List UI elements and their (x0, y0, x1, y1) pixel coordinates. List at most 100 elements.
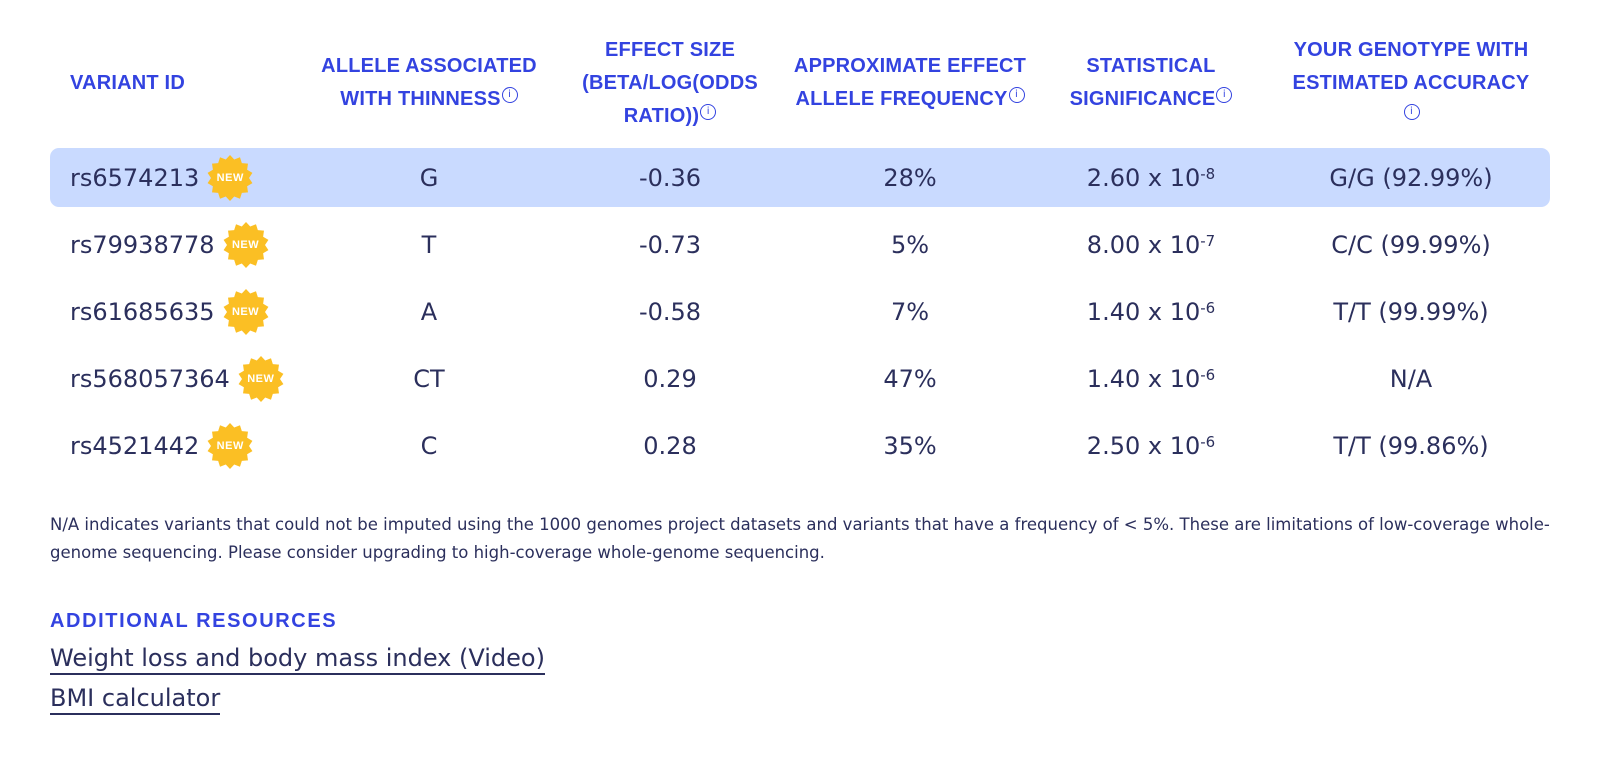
cell-effect-size: 0.28 (550, 416, 790, 475)
cell-value: -0.58 (638, 297, 702, 326)
cell-effect-size: -0.58 (550, 282, 790, 341)
significance-base: 1.40 x 10 (1086, 364, 1201, 393)
column-header-text: EFFECT SIZE (605, 38, 735, 61)
cell-value: CT (413, 364, 445, 393)
cell-allele: G (308, 148, 550, 207)
column-header-allele: ALLELE ASSOCIATED WITH THINNESS (308, 28, 550, 138)
cell-value: C/C (99.99%) (1331, 230, 1491, 259)
table-row: rs568057364 NEW CT 0.29 47% 1.40 x 10 -6 N/A (50, 349, 1550, 408)
column-header-text: ALLELE ASSOCIATED (321, 55, 537, 77)
table-row: rs4521442 NEW C 0.28 35% 2.50 x 10 -6 T/T (99.8… (50, 416, 1550, 475)
significance-exponent: -6 (1200, 365, 1216, 384)
cell-genotype: C/C (99.99%) (1272, 215, 1550, 274)
cell-significance: 1.40 x 10 -6 (1030, 282, 1272, 341)
cell-allele: A (308, 282, 550, 341)
info-icon[interactable] (1008, 87, 1025, 104)
cell-value: 28% (883, 163, 937, 192)
cell-effect-frequency: 5% (790, 215, 1030, 274)
new-badge-icon: NEW (238, 355, 284, 402)
cell-value: 7% (890, 297, 930, 326)
cell-value: A (420, 297, 438, 326)
table-header: VARIANT ID ALLELE ASSOCIATED WITH THINNESS… (50, 28, 1550, 138)
resources-title: ADDITIONAL RESOURCES (50, 610, 338, 632)
significance-base: 1.40 x 10 (1086, 297, 1201, 326)
column-header-text: SIGNIFICANCE (1069, 88, 1216, 110)
cell-value: 5% (890, 230, 930, 259)
new-badge-icon: NEW (207, 422, 253, 469)
table-row: rs61685635 NEW A -0.58 7% 1.40 x 10 -6 T/T (99.… (50, 282, 1550, 341)
cell-value: C (420, 431, 438, 460)
significance-base: 2.60 x 10 (1086, 163, 1201, 192)
cell-allele: CT (308, 349, 550, 408)
footnote: N/A indicates variants that could not be… (50, 515, 1550, 562)
cell-value: T/T (99.99%) (1333, 297, 1489, 326)
cell-variant-id: rs79938778 NEW (50, 215, 328, 274)
resource-link-video[interactable]: Weight loss and body mass index (Video) (50, 644, 545, 675)
significance-exponent: -6 (1200, 298, 1216, 317)
cell-variant-id: rs61685635 NEW (50, 282, 328, 341)
resource-link-bmi-calculator[interactable]: BMI calculator (50, 684, 221, 715)
cell-effect-frequency: 7% (790, 282, 1030, 341)
cell-genotype: T/T (99.99%) (1272, 282, 1550, 341)
new-badge-label: NEW (247, 372, 275, 385)
cell-allele: C (308, 416, 550, 475)
cell-effect-size: -0.36 (550, 148, 790, 207)
cell-value: 47% (883, 364, 937, 393)
new-badge-icon: NEW (223, 288, 269, 335)
cell-significance: 1.40 x 10 -6 (1030, 349, 1272, 408)
cell-variant-id: rs6574213 NEW (50, 148, 328, 207)
info-icon[interactable] (501, 87, 518, 104)
column-header-genotype: YOUR GENOTYPE WITH ESTIMATED ACCURACY (1272, 28, 1550, 138)
column-header-text: (BETA/LOG(ODDS (582, 71, 758, 94)
column-header-text: VARIANT ID (70, 71, 185, 94)
variant-id-text: rs4521442 (70, 431, 200, 460)
cell-significance: 8.00 x 10 -7 (1030, 215, 1272, 274)
column-header-text: STATISTICAL (1086, 55, 1216, 77)
cell-variant-id: rs568057364 NEW (50, 349, 328, 408)
cell-value: T (421, 230, 437, 259)
significance-exponent: -7 (1200, 231, 1216, 250)
cell-allele: T (308, 215, 550, 274)
significance-exponent: -8 (1200, 164, 1216, 183)
info-icon[interactable] (700, 103, 717, 120)
column-header-text: WITH THINNESS (340, 88, 501, 110)
cell-value: 0.28 (643, 431, 697, 460)
cell-value: 0.29 (643, 364, 697, 393)
column-header-effect-frequency: APPROXIMATE EFFECT ALLELE FREQUENCY (790, 28, 1030, 138)
variant-id-text: rs568057364 (70, 364, 230, 393)
cell-variant-id: rs4521442 NEW (50, 416, 328, 475)
cell-significance: 2.50 x 10 -6 (1030, 416, 1272, 475)
column-header-text: APPROXIMATE EFFECT (793, 55, 1027, 77)
cell-value: -0.36 (638, 163, 702, 192)
cell-value: 35% (883, 431, 937, 460)
cell-significance: 2.60 x 10 -8 (1030, 148, 1272, 207)
new-badge-label: NEW (231, 305, 260, 318)
cell-genotype: G/G (92.99%) (1272, 148, 1550, 207)
new-badge-label: NEW (216, 171, 244, 184)
new-badge-label: NEW (216, 439, 244, 452)
info-icon[interactable] (1216, 87, 1233, 104)
cell-genotype: N/A (1272, 349, 1550, 408)
info-icon[interactable] (1403, 103, 1420, 120)
variant-id-text: rs6574213 (70, 163, 200, 192)
cell-value: -0.73 (638, 230, 702, 259)
table-row: rs6574213 NEW G -0.36 28% 2.60 x 10 -8 G/G (92.… (50, 148, 1550, 207)
new-badge-icon: NEW (207, 154, 253, 201)
new-badge-icon: NEW (223, 221, 269, 268)
column-header-significance: STATISTICAL SIGNIFICANCE (1030, 28, 1272, 138)
variant-id-text: rs79938778 (70, 230, 215, 259)
variant-id-text: rs61685635 (70, 297, 215, 326)
significance-base: 8.00 x 10 (1086, 230, 1201, 259)
column-header-text: ESTIMATED ACCURACY (1292, 71, 1530, 94)
column-header-text: YOUR GENOTYPE WITH (1293, 38, 1529, 61)
cell-effect-frequency: 28% (790, 148, 1030, 207)
column-header-effect-size: EFFECT SIZE (BETA/LOG(ODDS RATIO)) (550, 28, 790, 138)
cell-effect-size: 0.29 (550, 349, 790, 408)
significance-exponent: -6 (1200, 432, 1216, 451)
column-header-text: RATIO)) (623, 104, 700, 127)
cell-effect-frequency: 35% (790, 416, 1030, 475)
cell-value: G/G (92.99%) (1329, 163, 1493, 192)
table-row: rs79938778 NEW T -0.73 5% 8.00 x 10 -7 C/C (99.… (50, 215, 1550, 274)
cell-value: G (419, 163, 439, 192)
